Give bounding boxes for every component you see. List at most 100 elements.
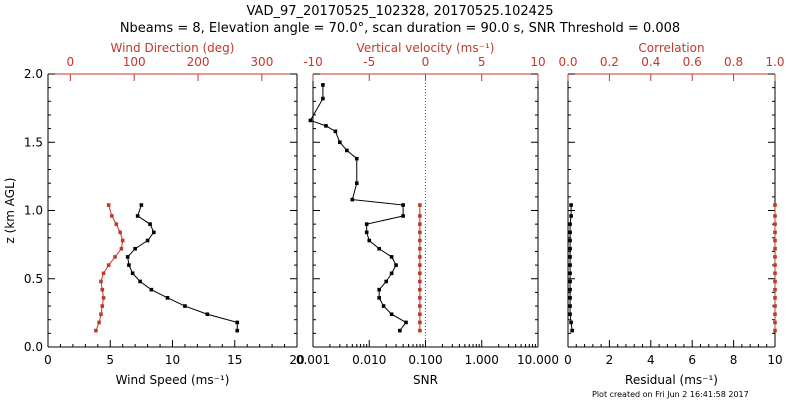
data-point	[773, 304, 777, 308]
top-tick-label: 0	[67, 55, 75, 69]
data-point	[99, 312, 103, 317]
x-tick-label: 0.010	[352, 353, 386, 367]
top-tick-label: 0	[422, 55, 430, 69]
x-tick-label: 5	[106, 353, 114, 367]
data-point	[321, 96, 325, 101]
data-point	[133, 246, 137, 251]
data-point	[773, 203, 777, 207]
data-point	[321, 83, 325, 87]
data-point	[418, 296, 422, 300]
data-point	[418, 203, 422, 207]
data-point	[568, 255, 572, 259]
data-point	[394, 263, 398, 267]
data-point	[345, 148, 349, 153]
data-point	[100, 287, 105, 292]
top-tick-label: 0.0	[558, 55, 577, 69]
data-point	[338, 140, 342, 145]
data-point	[135, 214, 140, 218]
x-tick-label: 8	[730, 353, 738, 367]
data-point	[118, 230, 122, 235]
series-snr	[308, 83, 408, 333]
data-point	[570, 328, 574, 333]
bottom-axis-label: SNR	[413, 373, 438, 387]
data-point	[773, 263, 777, 267]
top-tick-label: -5	[363, 55, 375, 69]
data-point	[138, 279, 142, 284]
data-point	[401, 203, 405, 207]
top-tick-label: 1.0	[765, 55, 784, 69]
data-point	[119, 246, 124, 251]
y-axis-label: z (km AGL)	[3, 178, 17, 244]
data-point	[568, 230, 572, 235]
data-point	[569, 320, 573, 325]
y-tick-label: 1.0	[24, 204, 43, 218]
data-point	[381, 304, 386, 308]
data-point	[568, 279, 572, 284]
data-point	[773, 255, 777, 259]
x-tick-label: 10	[165, 353, 180, 367]
data-point	[350, 197, 355, 202]
data-point	[773, 246, 777, 251]
data-point	[389, 271, 394, 276]
top-tick-label: 0.4	[641, 55, 660, 69]
data-point	[568, 296, 572, 300]
data-point	[367, 238, 372, 243]
bottom-axis-label: Residual (ms⁻¹)	[625, 373, 718, 387]
data-point	[568, 238, 572, 243]
data-point	[377, 246, 381, 251]
data-point	[773, 214, 777, 218]
data-point	[113, 255, 117, 259]
data-point	[94, 328, 98, 333]
data-point	[106, 203, 111, 207]
y-tick-label: 0.0	[24, 340, 43, 354]
data-point	[384, 279, 388, 284]
top-tick-label: -10	[303, 55, 323, 69]
series-wind-direction	[94, 203, 125, 333]
data-point	[205, 312, 210, 317]
x-tick-label: 0.100	[408, 353, 442, 367]
data-point	[568, 271, 572, 276]
data-point	[773, 230, 777, 235]
data-point	[389, 255, 394, 259]
series-correlation	[773, 203, 777, 333]
series-line	[127, 204, 238, 331]
data-point	[418, 255, 422, 259]
x-tick-label: 15	[227, 353, 242, 367]
top-tick-label: 0.6	[683, 55, 702, 69]
data-point	[183, 304, 187, 308]
y-tick-label: 1.5	[24, 135, 43, 149]
x-tick-label: 6	[688, 353, 696, 367]
data-point	[418, 304, 422, 308]
data-point	[114, 222, 119, 226]
data-point	[106, 263, 111, 267]
panel-wind: 0.0 0.5 1.0 1.5 2.0 z (km AGL) 0 5 10 15 20 Wind Sp…	[3, 41, 305, 387]
data-point	[418, 287, 422, 292]
series-line	[309, 84, 407, 331]
data-point	[401, 214, 405, 218]
data-point	[354, 156, 359, 161]
data-point	[145, 238, 150, 243]
x-tick-label: 1.000	[465, 353, 499, 367]
data-point	[568, 222, 572, 226]
data-point	[99, 279, 103, 284]
data-point	[568, 312, 572, 317]
data-point	[418, 271, 422, 276]
x-tick-label: 0	[564, 353, 572, 367]
series-wind-speed	[125, 203, 240, 333]
top-tick-label: 10	[530, 55, 545, 69]
data-point	[354, 181, 359, 185]
data-point	[235, 328, 240, 333]
data-point	[389, 312, 394, 317]
data-point	[165, 296, 170, 300]
panel-residual: 0 2 4 6 8 10 Residual (ms⁻¹) 0.0 0.2 0.4 0.6 0.8 1.0…	[558, 41, 784, 387]
data-point	[773, 320, 777, 325]
data-point	[377, 296, 381, 300]
data-point	[568, 304, 572, 308]
x-tick-label: 2	[606, 353, 614, 367]
data-point	[404, 320, 408, 325]
y-tick-label: 0.5	[24, 272, 43, 286]
data-point	[377, 287, 381, 292]
top-tick-label: 300	[250, 55, 273, 69]
data-point	[364, 230, 369, 235]
